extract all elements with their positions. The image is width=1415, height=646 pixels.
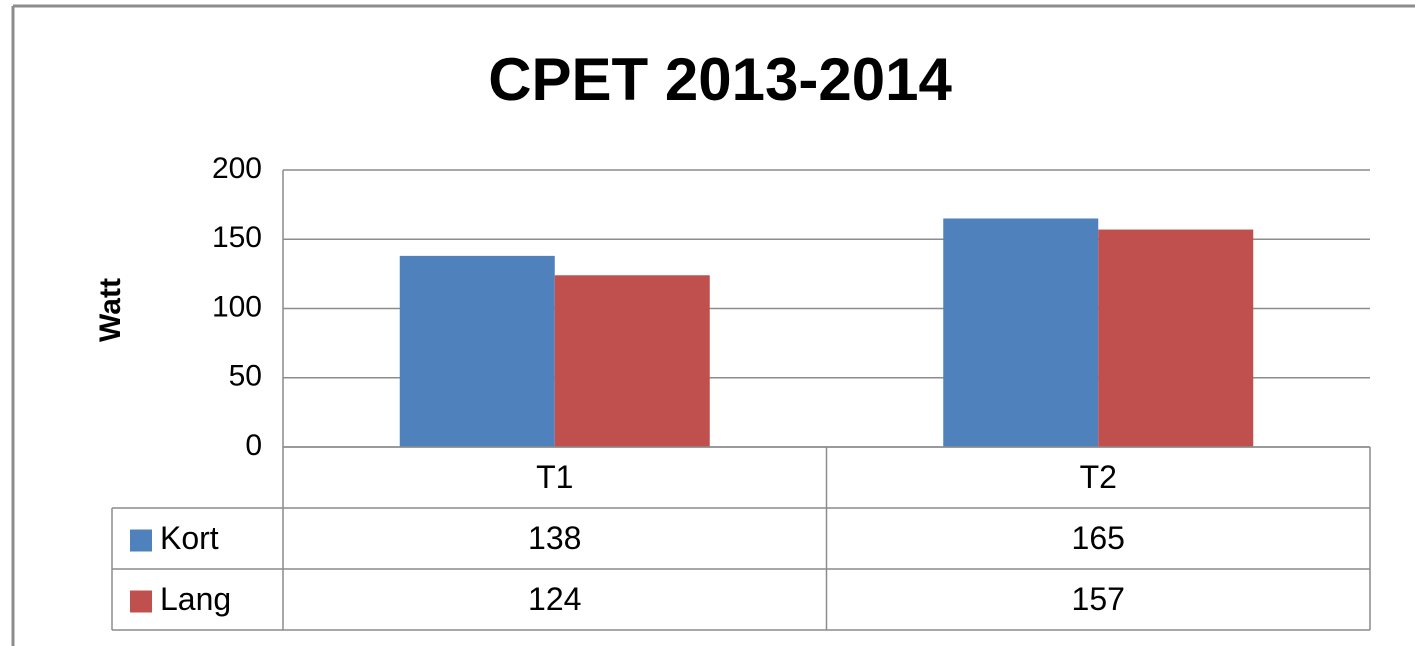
legend-swatch	[130, 590, 152, 613]
x-tick-label: T2	[1080, 459, 1117, 495]
bar	[943, 218, 1099, 447]
chart-title: CPET 2013-2014	[488, 46, 952, 113]
bar	[554, 275, 710, 447]
table-value: 165	[1072, 520, 1125, 556]
legend-swatch	[130, 529, 152, 552]
legend-label: Lang	[160, 581, 231, 617]
y-tick-label: 100	[212, 290, 262, 323]
y-tick-label: 0	[245, 429, 262, 462]
table-value: 138	[528, 520, 581, 556]
y-axis-label: Watt	[94, 278, 127, 342]
y-tick-label: 200	[212, 152, 262, 185]
legend-label: Kort	[160, 520, 219, 556]
y-tick-label: 150	[212, 221, 262, 254]
x-tick-label: T1	[536, 459, 573, 495]
bar	[1098, 229, 1254, 447]
bar	[399, 255, 555, 447]
y-tick-label: 50	[229, 360, 262, 393]
table-value: 157	[1072, 581, 1125, 617]
table-value: 124	[528, 581, 581, 617]
